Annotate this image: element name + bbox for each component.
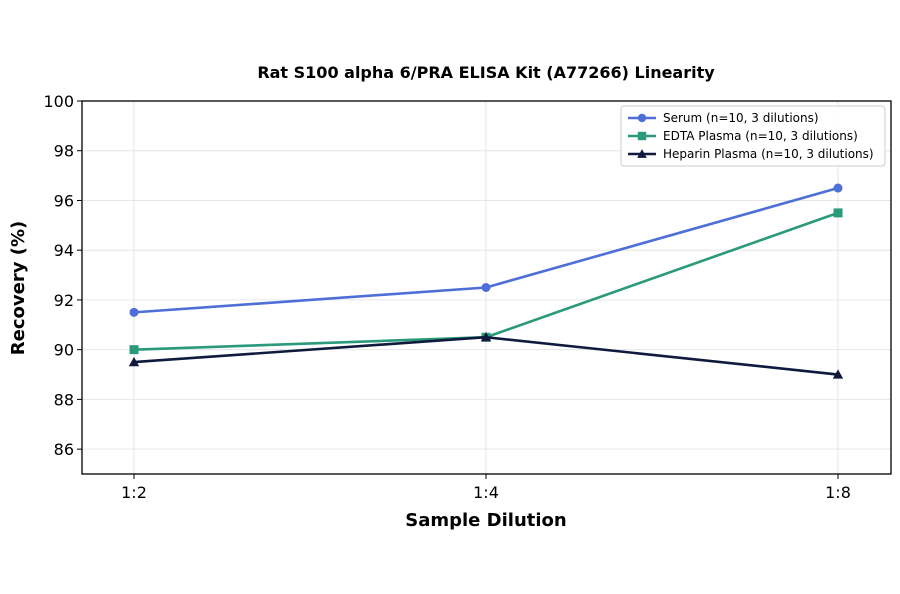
y-tick-label: 92 bbox=[54, 291, 74, 310]
x-tick-label: 1:2 bbox=[121, 483, 147, 502]
legend-item: Serum (n=10, 3 dilutions) bbox=[628, 111, 819, 125]
data-point bbox=[129, 345, 139, 355]
legend-label: EDTA Plasma (n=10, 3 dilutions) bbox=[663, 129, 858, 143]
legend-marker bbox=[637, 113, 647, 123]
y-tick-label: 98 bbox=[54, 142, 74, 161]
legend-marker bbox=[637, 131, 647, 141]
data-point bbox=[129, 307, 139, 317]
y-tick-label: 86 bbox=[54, 440, 74, 459]
series-1 bbox=[129, 183, 843, 317]
y-tick-label: 96 bbox=[54, 191, 74, 210]
plot-frame bbox=[81, 100, 892, 475]
legend-label: Serum (n=10, 3 dilutions) bbox=[663, 111, 819, 125]
y-tick-label: 100 bbox=[43, 92, 74, 111]
y-axis-label: Recovery (%) bbox=[8, 221, 29, 355]
legend-item: Heparin Plasma (n=10, 3 dilutions) bbox=[628, 147, 874, 161]
y-tick-label: 88 bbox=[54, 390, 74, 409]
y-tick-label: 90 bbox=[54, 341, 74, 360]
chart-title: Rat S100 alpha 6/PRA ELISA Kit (A77266) … bbox=[257, 63, 715, 82]
y-tick-label: 94 bbox=[54, 241, 74, 260]
series-3 bbox=[128, 332, 844, 379]
data-point bbox=[833, 183, 843, 193]
data-point bbox=[480, 332, 492, 342]
legend-item: EDTA Plasma (n=10, 3 dilutions) bbox=[628, 129, 858, 143]
series-group bbox=[128, 183, 844, 379]
x-axis-label: Sample Dilution bbox=[405, 510, 566, 531]
legend-label: Heparin Plasma (n=10, 3 dilutions) bbox=[663, 147, 874, 161]
data-point bbox=[832, 369, 844, 379]
grid bbox=[82, 101, 891, 474]
data-point bbox=[128, 356, 140, 367]
legend: Serum (n=10, 3 dilutions) EDTA Plasma (n=… bbox=[620, 105, 886, 167]
legend-marker bbox=[637, 149, 647, 158]
data-point bbox=[481, 283, 491, 292]
x-tick-label: 1:4 bbox=[473, 483, 499, 502]
axis-ticks: 86 88 90 92 94 96 98 100 1:2 1:4 1:8 bbox=[43, 92, 850, 502]
legend-box bbox=[620, 105, 886, 167]
x-tick-label: 1:8 bbox=[825, 483, 851, 502]
data-point bbox=[833, 208, 843, 218]
